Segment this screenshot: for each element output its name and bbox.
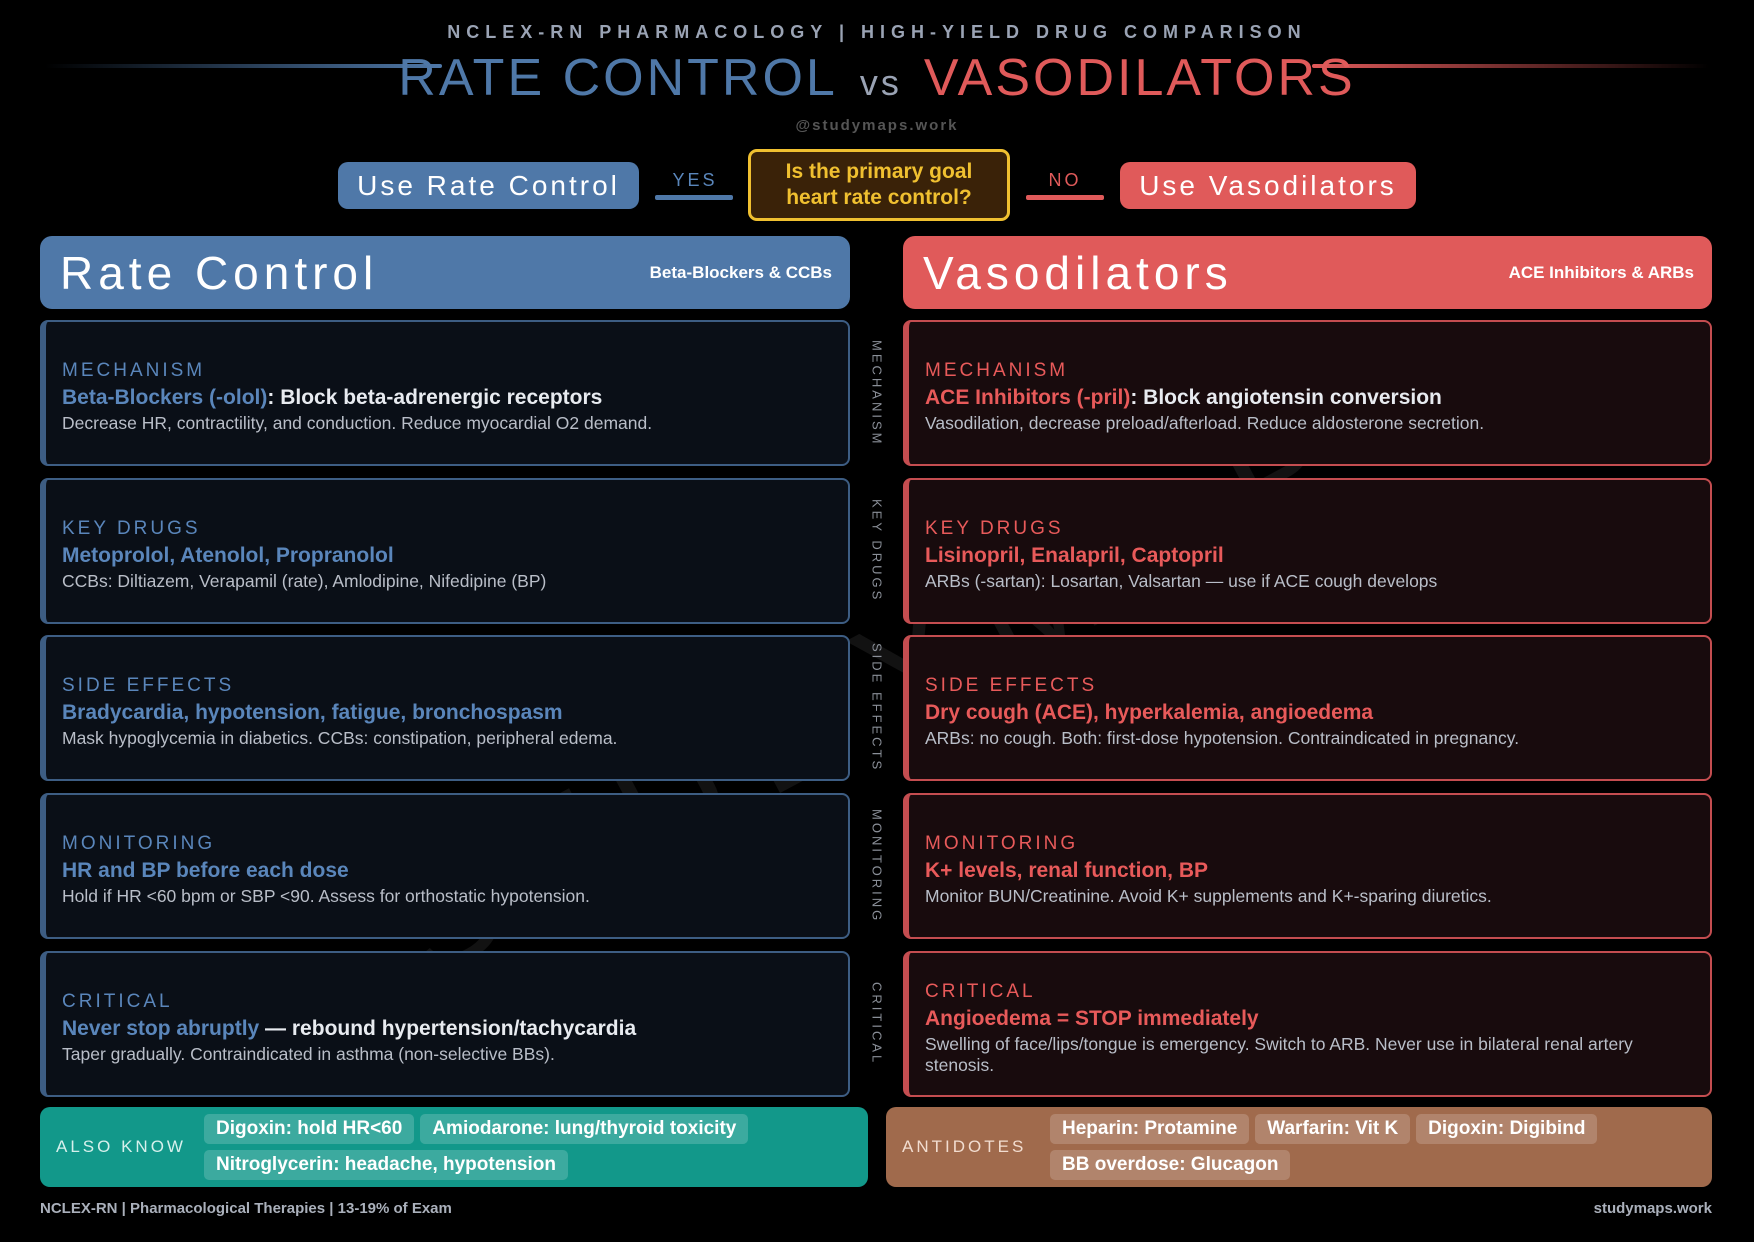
card-side-effects: SIDE EFFECTS Dry cough (ACE), hyperkalem…	[903, 635, 1712, 781]
card-highlight: Lisinopril, Enalapril, Captopril	[925, 544, 1224, 567]
divider-right	[1312, 64, 1709, 68]
column-subtitle: Beta-Blockers & CCBs	[649, 262, 832, 282]
card-label: MONITORING	[62, 833, 216, 854]
card-label: SIDE EFFECTS	[925, 675, 1098, 696]
divider-left	[45, 64, 442, 68]
card-description: Vasodilation, decrease preload/afterload…	[925, 413, 1485, 433]
card-highlight: Beta-Blockers (-olol)	[62, 386, 268, 409]
no-label: NO	[1048, 170, 1082, 190]
card-headline: Angioedema = STOP immediately	[925, 1007, 1690, 1031]
section-side-label: MECHANISM	[869, 339, 885, 447]
card-label: CRITICAL	[62, 991, 173, 1012]
card-headline: Lisinopril, Enalapril, Captopril	[925, 544, 1690, 568]
card-description: Hold if HR <60 bpm or SBP <90. Assess fo…	[62, 886, 590, 906]
card-highlight: ACE Inhibitors (-pril)	[925, 386, 1131, 409]
card-headline: Bradycardia, hypotension, fatigue, bronc…	[62, 701, 828, 725]
card-highlight: Dry cough (ACE), hyperkalemia, angioedem…	[925, 701, 1374, 724]
card-headline-rest: — rebound hypertension/tachycardia	[259, 1017, 637, 1040]
section-side-label: MONITORING	[869, 808, 885, 924]
card-headline: K+ levels, renal function, BP	[925, 859, 1690, 883]
question-line: heart rate control?	[786, 186, 972, 209]
card-label: MONITORING	[925, 833, 1079, 854]
tag: BB overdose: Glucagon	[1050, 1150, 1291, 1180]
card-headline: Dry cough (ACE), hyperkalemia, angioedem…	[925, 701, 1690, 725]
tag: Digoxin: Digibind	[1416, 1114, 1598, 1144]
title-right: VASODILATORS	[923, 49, 1356, 107]
section-side-label: CRITICAL	[869, 982, 885, 1066]
tag: Digoxin: hold HR<60	[204, 1114, 415, 1144]
card-label: CRITICAL	[925, 981, 1036, 1002]
card-description: Taper gradually. Contraindicated in asth…	[62, 1044, 555, 1064]
column-subtitle: ACE Inhibitors & ARBs	[1508, 262, 1694, 282]
card-highlight: Bradycardia, hypotension, fatigue, bronc…	[62, 701, 563, 724]
supertitle: NCLEX-RN PHARMACOLOGY | HIGH-YIELD DRUG …	[447, 22, 1307, 42]
card-highlight: Metoprolol, Atenolol, Propranolol	[62, 544, 394, 567]
card-monitoring: MONITORING HR and BP before each dose Ho…	[40, 793, 850, 939]
card-headline-rest: : Block beta-adrenergic receptors	[267, 386, 603, 409]
card-highlight: Angioedema = STOP immediately	[925, 1007, 1259, 1030]
card-description: ARBs: no cough. Both: first-dose hypoten…	[925, 728, 1520, 748]
card-highlight: HR and BP before each dose	[62, 859, 349, 882]
also-know-label: ALSO KNOW	[56, 1137, 186, 1156]
card-label: SIDE EFFECTS	[62, 675, 235, 696]
card-monitoring: MONITORING K+ levels, renal function, BP…	[903, 793, 1712, 939]
yes-connector	[655, 195, 733, 200]
question-line: Is the primary goal	[785, 160, 973, 183]
card-description: ARBs (-sartan): Losartan, Valsartan — us…	[925, 571, 1438, 591]
card-mechanism: MECHANISM ACE Inhibitors (-pril): Block …	[903, 320, 1712, 466]
card-highlight: Never stop abruptly	[62, 1017, 260, 1040]
footer-left: NCLEX-RN | Pharmacological Therapies | 1…	[40, 1200, 452, 1217]
antidotes-panel: ANTIDOTES Heparin: Protamine Warfarin: Vit…	[886, 1107, 1712, 1187]
tag: Warfarin: Vit K	[1255, 1114, 1411, 1144]
antidotes-label: ANTIDOTES	[902, 1137, 1027, 1156]
card-description: Mask hypoglycemia in diabetics. CCBs: co…	[62, 728, 618, 748]
section-side-label: KEY DRUGS	[869, 499, 885, 603]
card-headline: ACE Inhibitors (-pril): Block angiotensi…	[925, 386, 1690, 410]
use-vasodilators-button[interactable]: Use Vasodilators	[1120, 162, 1416, 209]
also-know-panel: ALSO KNOW Digoxin: hold HR<60 Amiodarone: …	[40, 1107, 868, 1187]
section-side-label: SIDE EFFECTS	[869, 643, 885, 773]
card-mechanism: MECHANISM Beta-Blockers (-olol): Block b…	[40, 320, 850, 466]
column-title: Rate Control	[60, 246, 379, 299]
card-headline: Never stop abruptly — rebound hypertensi…	[62, 1017, 828, 1041]
handle: @studymaps.work	[795, 117, 959, 134]
tag: Nitroglycerin: headache, hypotension	[204, 1150, 568, 1180]
yes-label: YES	[672, 170, 718, 190]
title-left: RATE CONTROL	[398, 49, 838, 107]
card-critical: CRITICAL Angioedema = STOP immediately S…	[903, 951, 1712, 1097]
card-description: Monitor BUN/Creatinine. Avoid K+ supplem…	[925, 886, 1492, 906]
card-description: CCBs: Diltiazem, Verapamil (rate), Amlod…	[62, 571, 547, 591]
title-vs: vs	[859, 62, 902, 103]
card-headline: Metoprolol, Atenolol, Propranolol	[62, 544, 828, 568]
card-headline: Beta-Blockers (-olol): Block beta-adrene…	[62, 386, 828, 410]
card-key-drugs: KEY DRUGS Lisinopril, Enalapril, Captopr…	[903, 478, 1712, 624]
card-label: MECHANISM	[925, 360, 1069, 381]
card-label: KEY DRUGS	[62, 518, 201, 539]
card-label: MECHANISM	[62, 360, 206, 381]
tag: Heparin: Protamine	[1050, 1114, 1250, 1144]
card-highlight: K+ levels, renal function, BP	[925, 859, 1208, 882]
page-title: RATE CONTROL vs VASODILATORS	[0, 48, 1754, 108]
card-side-effects: SIDE EFFECTS Bradycardia, hypotension, f…	[40, 635, 850, 781]
card-label: KEY DRUGS	[925, 518, 1064, 539]
column-title: Vasodilators	[923, 246, 1233, 299]
use-rate-control-button[interactable]: Use Rate Control	[338, 162, 639, 209]
tag: Amiodarone: lung/thyroid toxicity	[420, 1114, 749, 1144]
decision-question: Is the primary goal heart rate control?	[748, 149, 1010, 221]
rate-control-header: Rate Control Beta-Blockers & CCBs	[40, 236, 850, 309]
no-connector	[1026, 195, 1104, 200]
footer-right: studymaps.work	[1593, 1200, 1712, 1217]
card-headline: HR and BP before each dose	[62, 859, 828, 883]
vasodilators-header: Vasodilators ACE Inhibitors & ARBs	[903, 236, 1712, 309]
card-description: Decrease HR, contractility, and conducti…	[62, 413, 653, 433]
card-headline-rest: : Block angiotensin conversion	[1130, 386, 1442, 409]
card-key-drugs: KEY DRUGS Metoprolol, Atenolol, Proprano…	[40, 478, 850, 624]
card-description: Swelling of face/lips/tongue is emergenc…	[925, 1034, 1633, 1075]
card-critical: CRITICAL Never stop abruptly — rebound h…	[40, 951, 850, 1097]
